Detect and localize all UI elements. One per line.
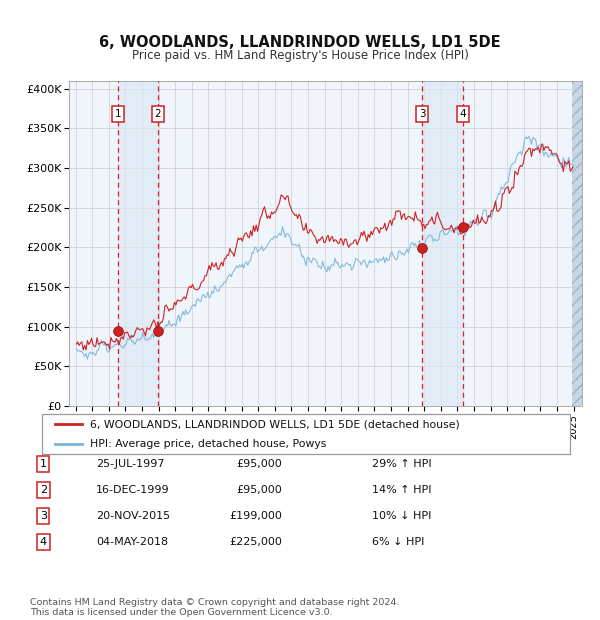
Text: 29% ↑ HPI: 29% ↑ HPI — [372, 459, 431, 469]
Text: £95,000: £95,000 — [236, 459, 282, 469]
Text: 25-JUL-1997: 25-JUL-1997 — [96, 459, 164, 469]
Bar — [422, 81, 463, 406]
Text: 14% ↑ HPI: 14% ↑ HPI — [372, 485, 431, 495]
Text: 4: 4 — [40, 537, 47, 547]
FancyBboxPatch shape — [42, 414, 570, 454]
Text: 2: 2 — [40, 485, 47, 495]
Text: 16-DEC-1999: 16-DEC-1999 — [96, 485, 170, 495]
Bar — [572, 73, 597, 406]
Text: HPI: Average price, detached house, Powys: HPI: Average price, detached house, Powy… — [89, 439, 326, 449]
Text: 6% ↓ HPI: 6% ↓ HPI — [372, 537, 424, 547]
Text: £95,000: £95,000 — [236, 485, 282, 495]
Text: Contains HM Land Registry data © Crown copyright and database right 2024.: Contains HM Land Registry data © Crown c… — [30, 598, 400, 607]
Text: 3: 3 — [419, 109, 425, 119]
Bar — [118, 81, 158, 406]
Text: Price paid vs. HM Land Registry's House Price Index (HPI): Price paid vs. HM Land Registry's House … — [131, 49, 469, 61]
Text: 1: 1 — [115, 109, 121, 119]
Text: 20-NOV-2015: 20-NOV-2015 — [96, 511, 170, 521]
Text: 10% ↓ HPI: 10% ↓ HPI — [372, 511, 431, 521]
Text: 4: 4 — [460, 109, 466, 119]
Text: 6, WOODLANDS, LLANDRINDOD WELLS, LD1 5DE: 6, WOODLANDS, LLANDRINDOD WELLS, LD1 5DE — [99, 35, 501, 50]
Text: This data is licensed under the Open Government Licence v3.0.: This data is licensed under the Open Gov… — [30, 608, 332, 617]
Text: 3: 3 — [40, 511, 47, 521]
Text: 2: 2 — [155, 109, 161, 119]
Text: £225,000: £225,000 — [229, 537, 282, 547]
Text: 6, WOODLANDS, LLANDRINDOD WELLS, LD1 5DE (detached house): 6, WOODLANDS, LLANDRINDOD WELLS, LD1 5DE… — [89, 419, 459, 430]
Text: 1: 1 — [40, 459, 47, 469]
Text: £199,000: £199,000 — [229, 511, 282, 521]
Text: 04-MAY-2018: 04-MAY-2018 — [96, 537, 168, 547]
